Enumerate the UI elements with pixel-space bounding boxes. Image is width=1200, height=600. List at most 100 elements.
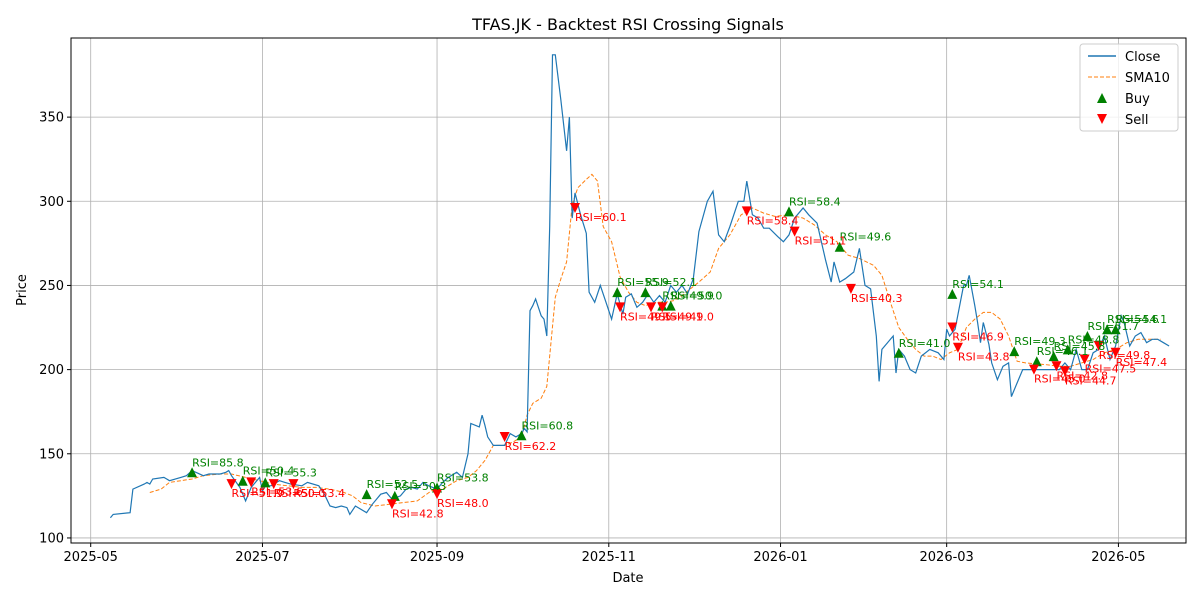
sell-annotation: RSI=45.0 [1034,373,1086,386]
buy-marker [516,430,527,441]
buy-marker [1062,344,1073,355]
legend-sell-marker [1097,114,1107,124]
sma10-series [149,173,1161,507]
sell-marker [947,322,958,333]
sell-annotation: RSI=49.1 [651,310,703,323]
buy-marker [665,300,676,311]
x-tick-label: 2026-03 [920,550,974,565]
legend-sell-label: Sell [1125,113,1148,128]
buy-annotation: RSI=49.6 [840,231,892,244]
buy-marker [1009,346,1020,357]
sell-marker [288,479,299,490]
buy-annotation: RSI=53.8 [437,471,489,484]
legend: Close SMA10 Buy Sell [1079,43,1179,132]
buy-annotation: RSI=52.5 [367,478,419,491]
buy-marker [783,206,794,217]
buy-annotation: RSI=60.8 [522,419,574,432]
sell-annotation: RSI=49.0 [662,310,714,323]
y-axis: 100 150 200 250 300 350 [39,111,71,546]
sell-marker [268,479,279,490]
sell-annotation: RSI=42.8 [392,507,444,520]
sell-marker [432,489,443,500]
buy-marker [1110,324,1121,335]
chart-title: TFAS.JK - Backtest RSI Crossing Signals [471,15,784,34]
sell-marker [1110,347,1121,358]
buy-annotation: RSI=49.9 [662,290,714,303]
buy-marker [1048,351,1059,362]
sell-marker [1093,341,1104,352]
y-tick-label: 150 [39,447,64,462]
legend-buy-marker [1097,93,1107,103]
buy-marker [1082,330,1093,341]
x-tick-label: 2025-05 [64,550,118,565]
buy-annotation: RSI=50.0 [671,290,723,303]
sell-annotation: RSI=47.5 [1085,363,1137,376]
buy-annotation: RSI=49.3 [1014,335,1066,348]
sell-annotation: RSI=58.4 [747,214,799,227]
buy-annotation: RSI=55.3 [265,466,317,479]
buy-annotation: RSI=54.1 [1116,313,1168,326]
sell-marker [1059,366,1070,377]
buy-marker [389,490,400,501]
buy-annotation: RSI=48.8 [1068,333,1120,346]
x-tick-label: 2025-11 [582,550,636,565]
sell-marker [499,431,510,442]
sell-marker [845,283,856,294]
buy-annotation: RSI=55.9 [617,276,669,289]
sell-marker [386,499,397,510]
sell-annotation: RSI=48.0 [437,497,489,510]
buy-marker [1031,356,1042,367]
sell-annotation: RSI=62.2 [505,440,557,453]
buy-annotation: RSI=54.1 [952,278,1004,291]
sma10-line [149,173,1161,507]
buy-annotation: RSI=46.1 [1037,345,1089,358]
sell-marker [741,206,752,217]
sell-annotation: RSI=51.9 [231,487,283,500]
buy-annotation: RSI=85.8 [192,456,244,469]
buy-annotation: RSI=45.8 [1054,340,1106,353]
buy-marker [947,288,958,299]
sell-annotation: RSI=40.3 [851,292,903,305]
sell-marker [1051,361,1062,372]
y-tick-label: 300 [39,195,64,210]
y-tick-label: 200 [39,363,64,378]
sell-annotation: RSI=51.1 [795,235,847,248]
buy-annotation: RSI=50.3 [395,480,447,493]
sell-marker [1028,364,1039,375]
plot-frame [70,37,1187,544]
buy-marker [612,287,623,298]
sell-annotation: RSI=49.5 [620,310,672,323]
buy-marker [834,241,845,252]
sell-annotation: RSI=46.9 [952,331,1004,344]
sell-annotation: RSI=47.4 [1116,356,1168,369]
buy-marker [237,475,248,486]
x-tick-label: 2026-01 [753,550,807,565]
sell-annotation: RSI=42.8 [1056,369,1108,382]
buy-marker [260,477,271,488]
sell-marker [615,302,626,313]
buy-annotation: RSI=52.1 [645,276,697,289]
buy-annotation: RSI=50.4 [243,465,295,478]
sell-marker [246,477,257,488]
sell-marker [570,203,581,214]
x-axis: 2025-05 2025-07 2025-09 2025-11 2026-01 2026-… [64,543,1146,565]
sell-marker [789,226,800,237]
signal-markers [187,203,1121,510]
sell-annotation: RSI=53.6 [251,485,303,498]
sell-marker [226,479,237,490]
buy-annotation: RSI=54.6 [1107,313,1159,326]
buy-annotation: RSI=58.4 [789,195,841,208]
sell-annotation: RSI=50.0 [274,487,326,500]
sell-marker [646,302,657,313]
close-line [109,54,1170,519]
sell-annotation: RSI=44.7 [1065,374,1117,387]
sell-annotation: RSI=53.4 [293,487,345,500]
legend-box [1079,43,1179,132]
y-tick-label: 100 [39,531,64,546]
y-tick-label: 250 [39,279,64,294]
buy-marker [640,287,651,298]
buy-marker [893,347,904,358]
x-tick-label: 2025-07 [235,550,289,565]
